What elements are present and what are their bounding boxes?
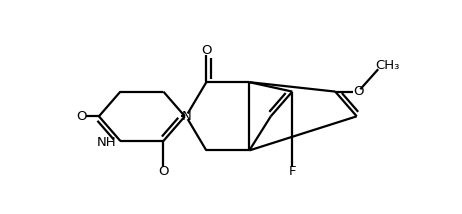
Text: O: O [158, 165, 169, 178]
Text: NH: NH [97, 136, 117, 149]
Text: CH₃: CH₃ [375, 59, 399, 72]
Text: O: O [353, 85, 364, 98]
Text: O: O [76, 110, 86, 123]
Text: O: O [201, 44, 212, 57]
Text: N: N [182, 110, 192, 123]
Text: F: F [289, 165, 296, 178]
